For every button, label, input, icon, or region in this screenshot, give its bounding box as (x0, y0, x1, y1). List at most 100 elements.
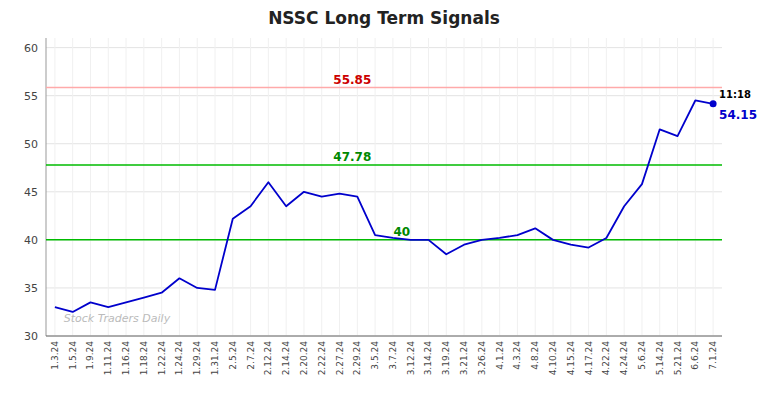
x-tick-label: 2.27.24 (335, 341, 345, 376)
grid-line-x (517, 38, 518, 336)
y-tick-label: 45 (24, 186, 38, 199)
grid-line-x (481, 38, 482, 336)
x-tick-label: 1.16.24 (121, 341, 131, 376)
x-tick-label: 5.6.24 (637, 341, 647, 370)
grid-line (46, 239, 722, 240)
grid-line (46, 95, 722, 96)
grid-line-x (677, 38, 678, 336)
grid-line (46, 191, 722, 192)
grid-line-x (659, 38, 660, 336)
grid-line (46, 47, 722, 48)
grid-line-x (446, 38, 447, 336)
x-tick-label: 5.14.24 (655, 341, 665, 376)
y-tick-label: 55 (24, 90, 38, 103)
reference-label: 55.85 (333, 73, 371, 87)
grid-line-x (641, 38, 642, 336)
grid-line-x (268, 38, 269, 336)
grid-line-x (143, 38, 144, 336)
grid-line-x (232, 38, 233, 336)
end-value-label: 54.15 (719, 108, 757, 122)
reference-label: 47.78 (333, 150, 371, 164)
reference-label: 40 (393, 225, 410, 239)
grid-line-x (570, 38, 571, 336)
x-tick-label: 4.10.24 (548, 341, 558, 376)
end-dot (710, 100, 717, 107)
grid-line-x (553, 38, 554, 336)
chart: NSSC Long Term Signals 30 35 40 45 50 55 60 1.3.… (0, 0, 784, 398)
x-tick-label: 2.12.24 (263, 341, 273, 376)
grid-line-x (606, 38, 607, 336)
grid-line-x (286, 38, 287, 336)
y-tick-label: 30 (24, 330, 38, 343)
grid-line-x (464, 38, 465, 336)
y-tick-label: 35 (24, 282, 38, 295)
title: NSSC Long Term Signals (268, 8, 500, 28)
reference-line (46, 87, 722, 89)
x-tick-label: 2.14.24 (281, 341, 291, 376)
x-tick-label: 3.12.24 (406, 341, 416, 376)
x-tick-label: 4.24.24 (619, 341, 629, 376)
reference-line (46, 164, 722, 166)
y-tick-label: 60 (24, 42, 38, 55)
grid-line (46, 336, 722, 337)
grid-line (46, 287, 722, 288)
grid-line-x (588, 38, 589, 336)
grid-line-x (535, 38, 536, 336)
x-tick-label: 3.21.24 (459, 341, 469, 376)
grid-line-x (303, 38, 304, 336)
grid-line-x (54, 38, 55, 336)
end-time-label: 11:18 (719, 89, 751, 100)
grid-line-x (126, 38, 127, 336)
x-tick-label: 7.1.24 (708, 341, 718, 370)
grid-line-x (90, 38, 91, 336)
grid-line-x (179, 38, 180, 336)
grid-line-x (375, 38, 376, 336)
x-tick-label: 4.17.24 (584, 341, 594, 376)
y-tick-label: 50 (24, 138, 38, 151)
x-tick-label: 3.7.24 (388, 341, 398, 370)
grid-line-x (321, 38, 322, 336)
plot-area (46, 88, 722, 312)
grid-line-x (392, 38, 393, 336)
x-tick-label: 3.19.24 (441, 341, 451, 376)
grid-line-x (72, 38, 73, 336)
x-tick-label: 1.3.24 (50, 341, 60, 370)
grid-line-x (428, 38, 429, 336)
grid-line-x (108, 38, 109, 336)
x-axis-line (46, 336, 722, 337)
x-tick-label: 4.22.24 (601, 341, 611, 376)
watermark: Stock Traders Daily (64, 312, 171, 325)
x-tick-label: 1.22.24 (157, 341, 167, 376)
x-tick-label: 2.5.24 (228, 341, 238, 370)
x-tick-label: 1.24.24 (174, 341, 184, 376)
grid-line-x (250, 38, 251, 336)
grid-line-x (215, 38, 216, 336)
x-tick-label: 1.9.24 (85, 341, 95, 370)
grid-line-x (197, 38, 198, 336)
x-tick-label: 1.29.24 (192, 341, 202, 376)
x-tick-label: 4.3.24 (512, 341, 522, 370)
x-tick-label: 2.22.24 (317, 341, 327, 376)
grid-line-x (713, 38, 714, 336)
reference-line (46, 239, 722, 241)
grid-line-x (499, 38, 500, 336)
grid-line (46, 143, 722, 144)
x-tick-label: 4.15.24 (566, 341, 576, 376)
x-tick-label: 3.14.24 (423, 341, 433, 376)
price-line (55, 100, 713, 311)
y-axis-line (46, 38, 47, 336)
grid-line-x (624, 38, 625, 336)
x-tick-label: 1.5.24 (68, 341, 78, 370)
grid-line-x (695, 38, 696, 336)
x-tick-label: 1.18.24 (139, 341, 149, 376)
x-tick-label: 4.1.24 (495, 341, 505, 370)
x-tick-label: 2.7.24 (246, 341, 256, 370)
y-tick-label: 40 (24, 234, 38, 247)
x-tick-label: 6.6.24 (690, 341, 700, 370)
x-tick-label: 1.31.24 (210, 341, 220, 376)
x-tick-label: 2.20.24 (299, 341, 309, 376)
x-tick-label: 3.26.24 (477, 341, 487, 376)
x-tick-label: 4.8.24 (530, 341, 540, 370)
grid-line-x (410, 38, 411, 336)
x-tick-label: 2.29.24 (352, 341, 362, 376)
